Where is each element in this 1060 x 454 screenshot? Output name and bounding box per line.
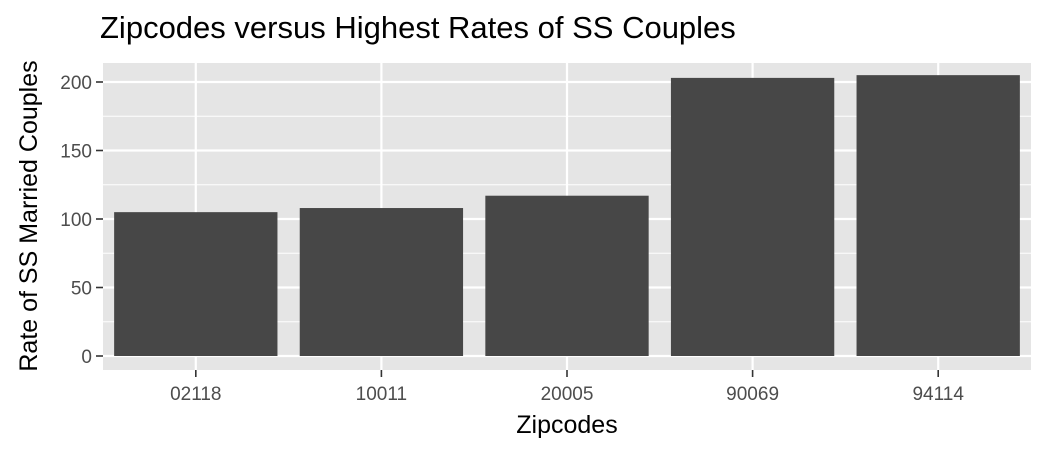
x-tick-label: 02118 — [170, 384, 221, 405]
y-tick-label: 100 — [60, 210, 92, 231]
bar-10011 — [299, 208, 464, 356]
x-tick-label: 90069 — [726, 384, 779, 405]
x-tick-label: 20005 — [541, 384, 594, 405]
y-axis-title: Rate of SS Married Couples — [15, 60, 43, 371]
y-tick-label: 150 — [60, 142, 92, 163]
bars — [114, 75, 1020, 357]
x-axis: 02118 10011 20005 90069 94114 — [170, 370, 964, 405]
x-axis-title: Zipcodes — [516, 411, 617, 439]
chart-title: Zipcodes versus Highest Rates of SS Coup… — [100, 10, 736, 45]
x-tick-label: 10011 — [356, 384, 407, 405]
y-axis: 0 50 100 150 200 — [60, 73, 103, 368]
bar-02118 — [114, 212, 278, 356]
bar-20005 — [485, 195, 649, 356]
y-tick-label: 0 — [81, 347, 92, 368]
y-tick-label: 50 — [71, 279, 92, 300]
bar-90069 — [670, 77, 835, 356]
y-tick-label: 200 — [60, 73, 92, 94]
x-tick-label: 94114 — [912, 384, 964, 405]
bar-94114 — [856, 75, 1020, 357]
